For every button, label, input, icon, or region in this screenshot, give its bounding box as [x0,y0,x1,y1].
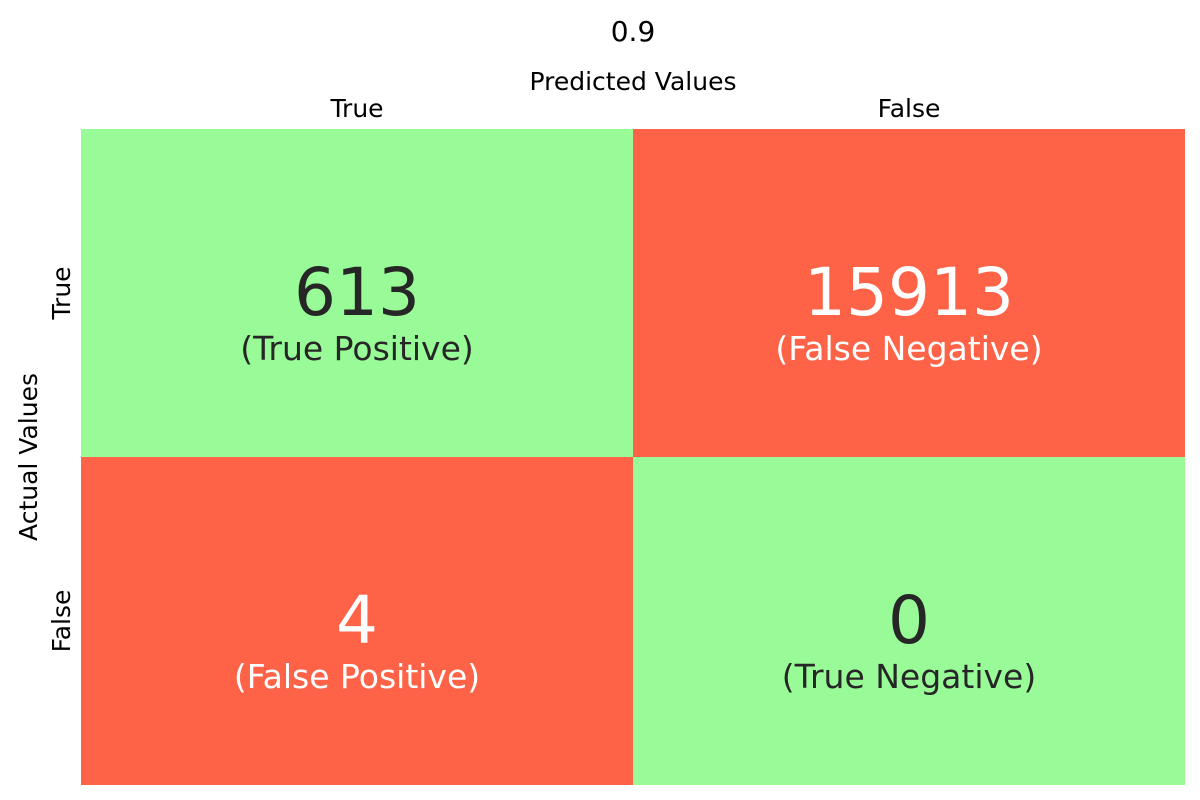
x-tick-label-true: True [329,94,383,123]
false-negative-cell [633,129,1185,457]
false-positive-value: 4 [336,582,378,659]
true-positive-label: (True Positive) [240,329,474,368]
false-negative-value: 15913 [804,254,1014,331]
x-tick-label-false: False [878,94,941,123]
false-positive-label: (False Positive) [234,657,480,696]
true-negative-label: (True Negative) [782,657,1036,696]
y-tick-label-false: False [47,590,76,653]
x-axis-label: Predicted Values [530,67,737,96]
false-negative-label: (False Negative) [775,329,1042,368]
true-negative-cell [633,457,1185,785]
y-tick-label-true: True [47,266,76,320]
true-positive-cell [81,129,633,457]
matrix-cells: 613(True Positive) 15913(False Negative) 4… [81,129,1185,785]
true-positive-value: 613 [294,254,420,331]
y-axis-label: Actual Values [14,373,43,541]
true-negative-value: 0 [888,582,930,659]
false-positive-cell [81,457,633,785]
chart-title: 0.9 [611,15,656,48]
